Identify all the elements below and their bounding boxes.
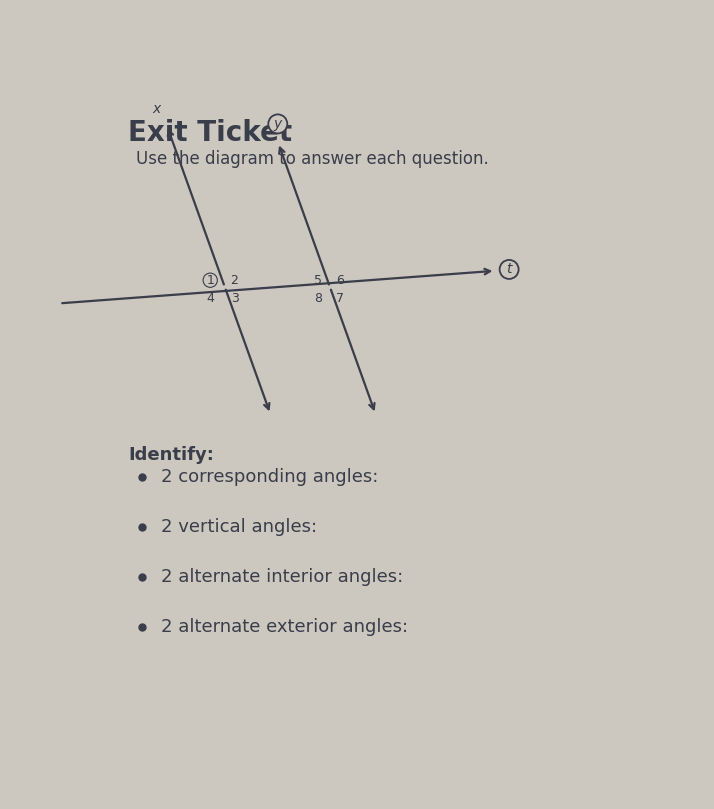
Text: y: y [273,117,282,131]
Text: 5: 5 [313,273,322,286]
Text: Use the diagram to answer each question.: Use the diagram to answer each question. [136,150,489,168]
Text: x: x [152,103,161,116]
Text: 6: 6 [336,273,343,286]
Text: 2: 2 [231,273,238,286]
Text: t: t [506,262,512,277]
Text: 1: 1 [206,273,214,286]
Text: 2 alternate interior angles:: 2 alternate interior angles: [161,568,403,586]
Text: 3: 3 [231,291,238,304]
Text: 7: 7 [336,291,343,304]
Text: 2 alternate exterior angles:: 2 alternate exterior angles: [161,617,408,636]
Text: Exit Ticket: Exit Ticket [128,119,292,147]
Text: 2 corresponding angles:: 2 corresponding angles: [161,468,378,486]
Text: 4: 4 [206,291,214,304]
Text: Identify:: Identify: [128,446,214,464]
Text: 8: 8 [313,291,322,304]
Text: 2 vertical angles:: 2 vertical angles: [161,518,317,536]
